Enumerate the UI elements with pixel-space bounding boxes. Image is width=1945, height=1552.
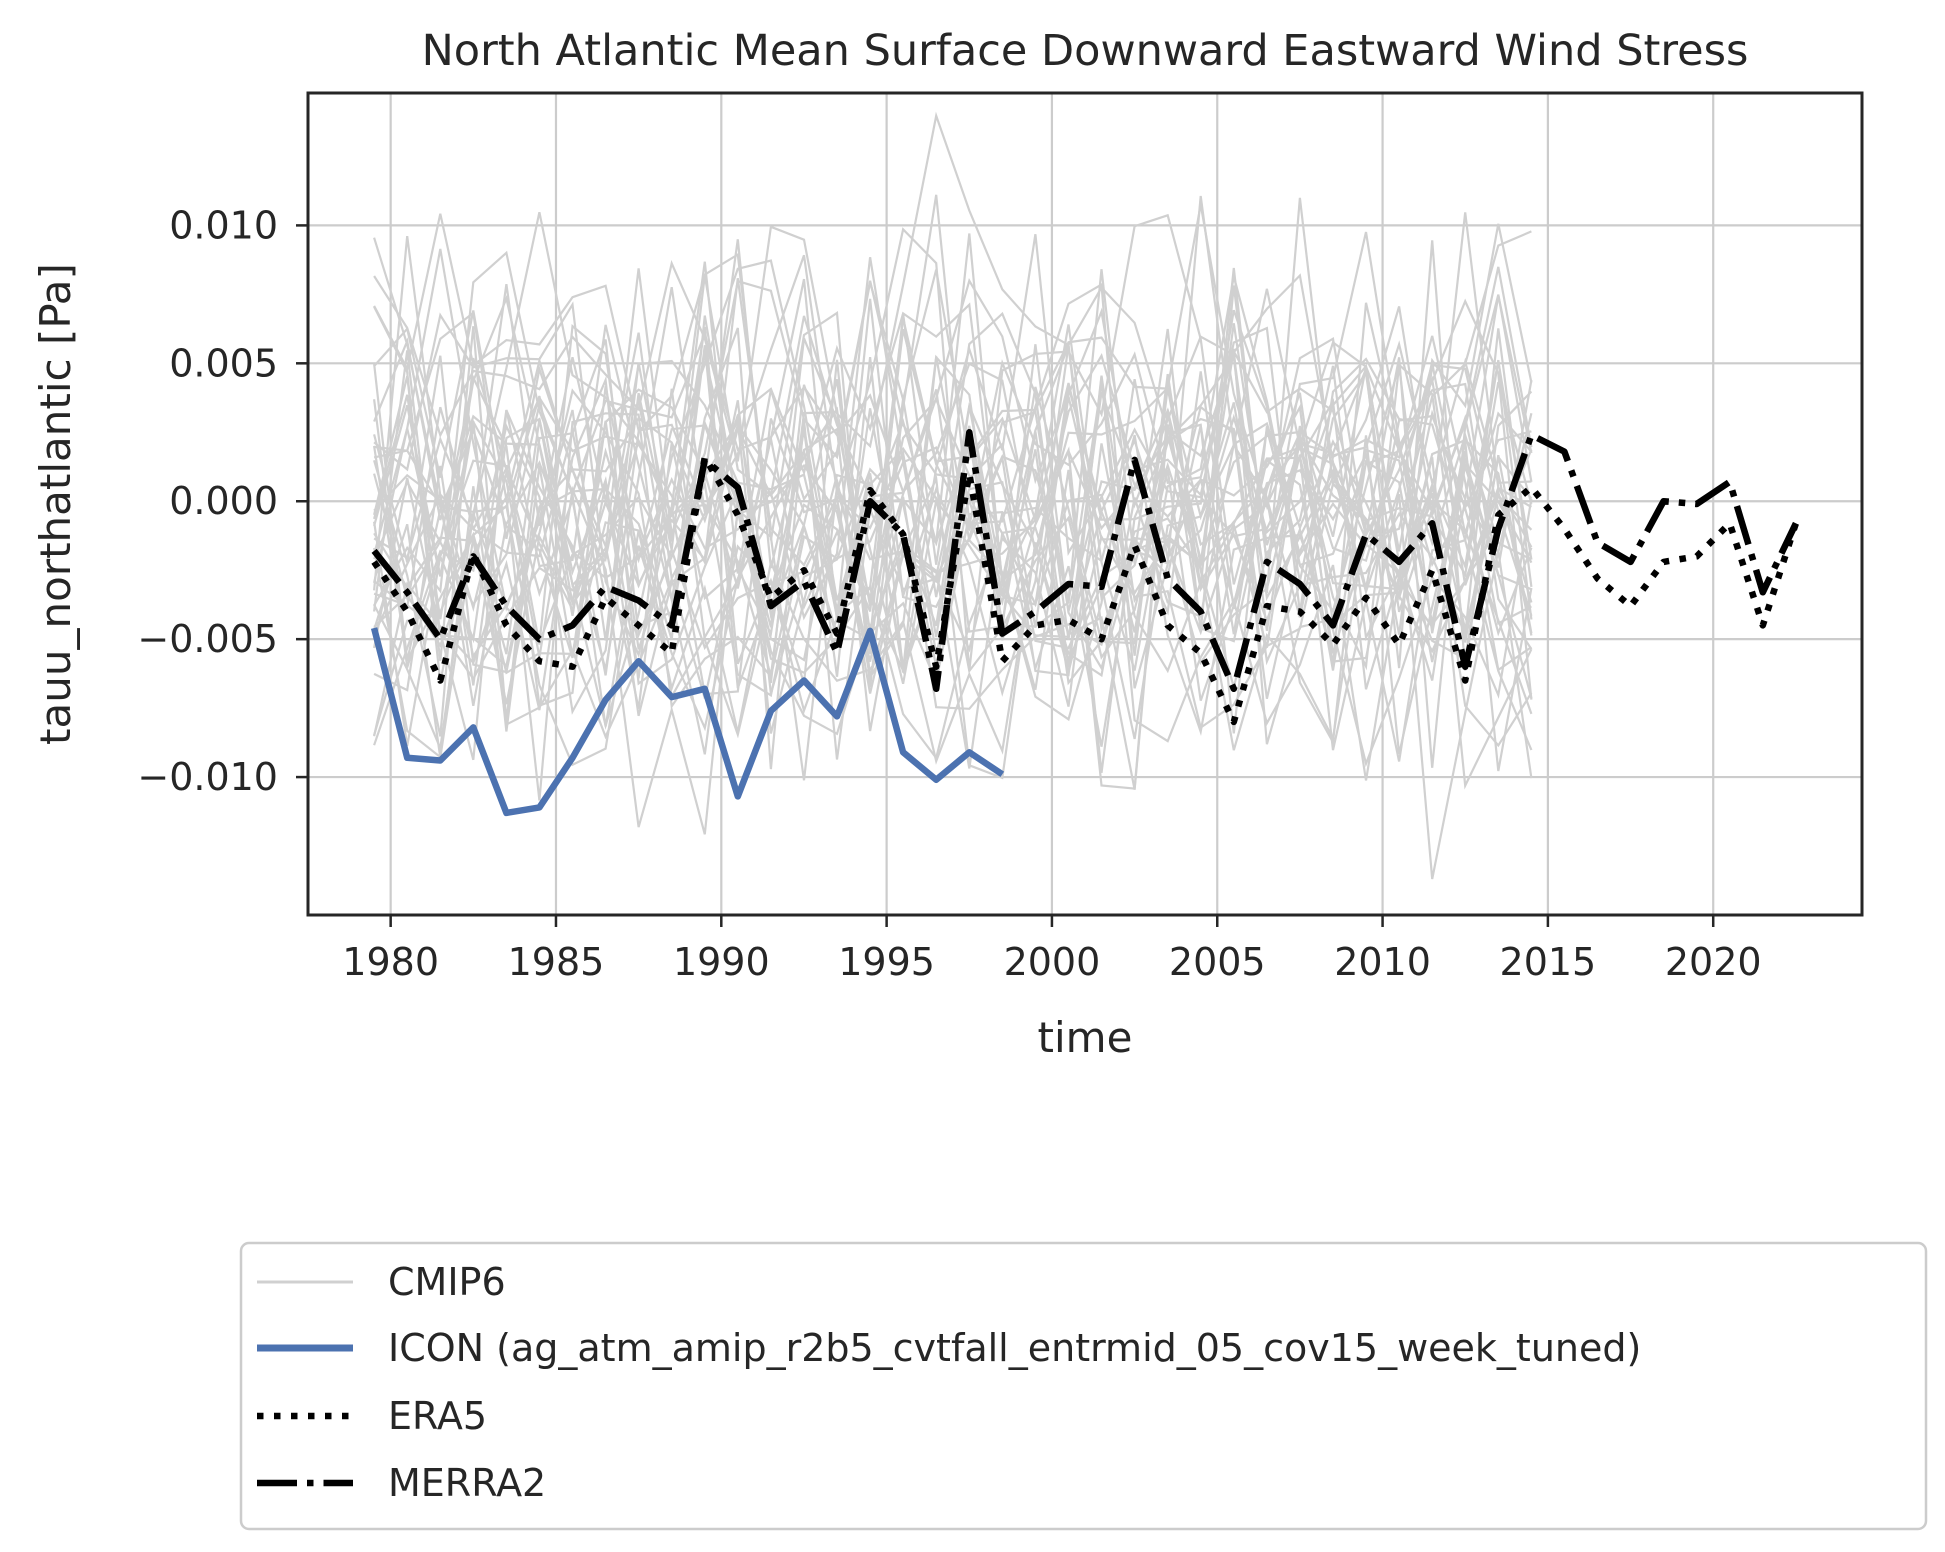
legend: CMIP6 ICON (ag_atm_amip_r2b5_cvtfall_ent… (239, 1241, 1928, 1531)
x-tick-label: 1990 (673, 940, 770, 984)
x-axis-label: time (1038, 1013, 1133, 1062)
x-tick-label: 1985 (508, 940, 605, 984)
cmip6-member-line (373, 381, 1533, 801)
y-tick-label: −0.010 (137, 755, 278, 799)
legend-label-merra2: MERRA2 (388, 1461, 546, 1505)
y-tick-label: 0.005 (169, 341, 278, 385)
x-tick-label: 2015 (1500, 940, 1597, 984)
legend-label-cmip6: CMIP6 (388, 1260, 506, 1304)
y-tick-label: −0.005 (137, 617, 278, 661)
x-tick-label: 1980 (342, 940, 439, 984)
x-axis-ticks: 1980 1985 1990 1995 2000 2005 2010 2015 2020 (342, 915, 1762, 984)
x-tick-label: 2010 (1334, 940, 1431, 984)
cmip6-member-line (373, 278, 1533, 699)
legend-box (239, 1241, 1928, 1531)
cmip6-member-line (373, 233, 1533, 730)
cmip6-member-line (373, 250, 1533, 613)
merra2-series-line (371, 429, 1799, 693)
era5-series-line (371, 453, 1799, 726)
y-tick-label: 0.010 (169, 203, 278, 247)
cmip6-member-line (373, 344, 1533, 675)
cmip6-member-line (373, 474, 1533, 780)
cmip6-member-line (373, 261, 1533, 700)
series-lines (370, 429, 1799, 817)
y-tick-label: 0.000 (169, 479, 278, 523)
x-tick-label: 2000 (1004, 940, 1101, 984)
cmip6-member-line (373, 406, 1533, 767)
y-axis-label: tauu_northatlantic [Pa] (31, 263, 80, 745)
plot-area-frame (306, 91, 1864, 917)
cmip6-member-line (373, 328, 1533, 755)
legend-label-era5: ERA5 (388, 1394, 487, 1438)
icon-series-line (370, 627, 1005, 817)
cmip6-member-line (373, 111, 1532, 541)
chart-title: North Atlantic Mean Surface Downward Eas… (422, 26, 1749, 76)
cmip6-member-line (373, 278, 1533, 737)
cmip6-member-line (373, 269, 1533, 751)
cmip6-member-line (373, 294, 1533, 768)
cmip6-member-line (373, 424, 1533, 880)
x-tick-label: 2020 (1665, 940, 1762, 984)
x-tick-label: 2005 (1169, 940, 1266, 984)
x-tick-label: 1995 (838, 940, 935, 984)
y-axis-ticks: −0.010 −0.005 0.000 0.005 0.010 (137, 203, 308, 799)
legend-label-icon: ICON (ag_atm_amip_r2b5_cvtfall_entrmid_0… (388, 1326, 1641, 1370)
cmip6-member-line (373, 362, 1533, 734)
